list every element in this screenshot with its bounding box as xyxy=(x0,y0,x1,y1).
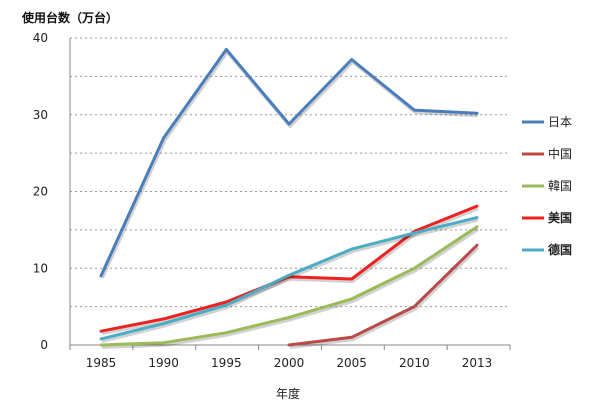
series-shadow-2 xyxy=(289,245,480,349)
legend-label-5: 德国 xyxy=(548,242,572,257)
legend-label-1: 日本 xyxy=(548,115,572,129)
series-line-3 xyxy=(99,225,479,347)
legend-label-2: 中国 xyxy=(548,146,572,161)
legend-label-4: 美国 xyxy=(548,210,572,225)
series-shadow-5 xyxy=(101,217,479,343)
axes xyxy=(69,38,511,350)
y-tick-label: 10 xyxy=(33,261,48,275)
y-tick-label: 30 xyxy=(33,108,48,122)
series-line-2 xyxy=(287,243,479,347)
series-lines xyxy=(99,48,480,349)
y-axis-title: 使用台数（万台） xyxy=(21,10,118,25)
y-tick-label: 40 xyxy=(33,31,48,45)
series-line-5 xyxy=(99,216,479,341)
y-tick-label: 20 xyxy=(33,185,48,199)
x-tick-label: 2000 xyxy=(274,356,305,370)
series-line-1 xyxy=(99,48,479,278)
y-tick-label: 0 xyxy=(40,338,48,352)
x-tick-labels: 1985 1990 1995 2000 2005 2010 2013 xyxy=(86,356,493,370)
x-tick-label: 2005 xyxy=(336,356,367,370)
x-tick-label: 1985 xyxy=(86,356,117,370)
series-shadow-1 xyxy=(100,49,479,279)
x-tick-label: 2010 xyxy=(399,356,430,370)
legend-label-3: 韓国 xyxy=(548,179,572,193)
gridlines xyxy=(70,37,510,308)
y-tick-labels: 0 10 20 30 40 xyxy=(33,31,48,352)
x-tick-label: 1990 xyxy=(148,356,179,370)
x-tick-label: 1995 xyxy=(211,356,242,370)
x-tick-label: 2013 xyxy=(462,356,493,370)
series-shadow-3 xyxy=(101,227,480,349)
x-axis-title: 年度 xyxy=(276,386,300,401)
